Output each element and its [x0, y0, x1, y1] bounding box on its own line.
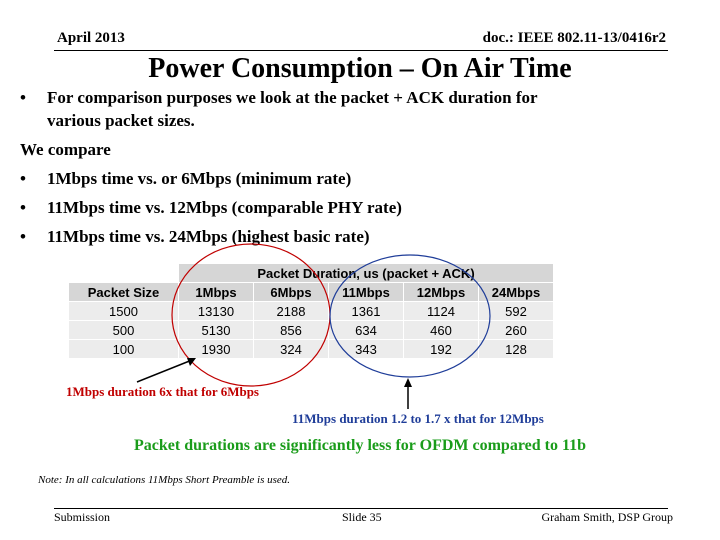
header-doc-id: doc.: IEEE 802.11-13/0416r2: [482, 30, 666, 46]
packet-duration-table: Packet Duration, us (packet + ACK) Packe…: [68, 263, 554, 359]
conclusion-text: Packet durations are significantly less …: [134, 437, 586, 454]
footnote: Note: In all calculations 11Mbps Short P…: [38, 474, 291, 486]
blue-annotation-note: 11Mbps duration 1.2 to 1.7 x that for 12…: [292, 411, 544, 426]
intro-bullet-cont: various packet sizes.: [47, 111, 195, 130]
table-cell: 1361: [328, 301, 404, 321]
table-cell: 634: [328, 320, 404, 340]
table-column-header: 11Mbps: [328, 282, 404, 302]
compare-bullet: • 11Mbps time vs. 24Mbps (highest basic …: [0, 227, 720, 249]
table-cell: 1930: [178, 339, 254, 359]
we-compare-label: We compare: [20, 140, 111, 159]
red-note-arrow: [136, 359, 193, 383]
table-column-header: Packet Size: [68, 282, 179, 302]
blue-note-arrowhead: [404, 378, 412, 387]
table-cell: 2188: [253, 301, 329, 321]
footer-rule: [54, 508, 668, 509]
header-date: April 2013: [57, 30, 125, 46]
table-header-row: Packet Size 1Mbps 6Mbps 11Mbps 12Mbps 24…: [68, 282, 554, 302]
compare-bullet-text: 1Mbps time vs. or 6Mbps (minimum rate): [47, 169, 352, 188]
table-column-header: 24Mbps: [478, 282, 554, 302]
table-cell: 324: [253, 339, 329, 359]
table-cell: 592: [478, 301, 554, 321]
table-cell: 460: [403, 320, 479, 340]
header-rule: [54, 50, 668, 51]
red-annotation-note: 1Mbps duration 6x that for 6Mbps: [66, 384, 259, 399]
table-cell: 343: [328, 339, 404, 359]
footer-author: Graham Smith, DSP Group: [541, 510, 673, 524]
bullet-dot: •: [20, 88, 26, 107]
table-cell: 100: [68, 339, 179, 359]
footer-submission: Submission: [54, 510, 111, 524]
intro-bullet-text: For comparison purposes we look at the p…: [47, 88, 538, 107]
table-cell: 500: [68, 320, 179, 340]
red-note-arrowhead: [187, 358, 196, 366]
table-column-header: 12Mbps: [403, 282, 479, 302]
table-row: 500 5130 856 634 460 260: [68, 320, 554, 340]
intro-bullet: • For comparison purposes we look at the…: [0, 88, 720, 110]
table-row: 1500 13130 2188 1361 1124 592: [68, 301, 554, 321]
table-column-header: 6Mbps: [253, 282, 329, 302]
table-group-header-row: Packet Duration, us (packet + ACK): [68, 263, 554, 283]
table-cell: 128: [478, 339, 554, 359]
compare-bullet: • 11Mbps time vs. 12Mbps (comparable PHY…: [0, 198, 720, 220]
bullet-dot: •: [20, 169, 26, 188]
slide-title: Power Consumption – On Air Time: [148, 53, 572, 84]
bullet-dot: •: [20, 198, 26, 217]
table-cell: 1124: [403, 301, 479, 321]
table-blank-cell: [68, 263, 179, 283]
compare-bullet: • 1Mbps time vs. or 6Mbps (minimum rate): [0, 169, 720, 191]
compare-bullet-text: 11Mbps time vs. 12Mbps (comparable PHY r…: [47, 198, 402, 217]
table-cell: 192: [403, 339, 479, 359]
table-cell: 856: [253, 320, 329, 340]
bullet-dot: •: [20, 227, 26, 246]
table-cell: 5130: [178, 320, 254, 340]
table-group-header: Packet Duration, us (packet + ACK): [178, 263, 554, 283]
table-cell: 1500: [68, 301, 179, 321]
compare-bullet-text: 11Mbps time vs. 24Mbps (highest basic ra…: [47, 227, 370, 246]
table-cell: 13130: [178, 301, 254, 321]
table-cell: 260: [478, 320, 554, 340]
table-column-header: 1Mbps: [178, 282, 254, 302]
footer-slide-number: Slide 35: [342, 510, 382, 524]
table-row: 100 1930 324 343 192 128: [68, 339, 554, 359]
